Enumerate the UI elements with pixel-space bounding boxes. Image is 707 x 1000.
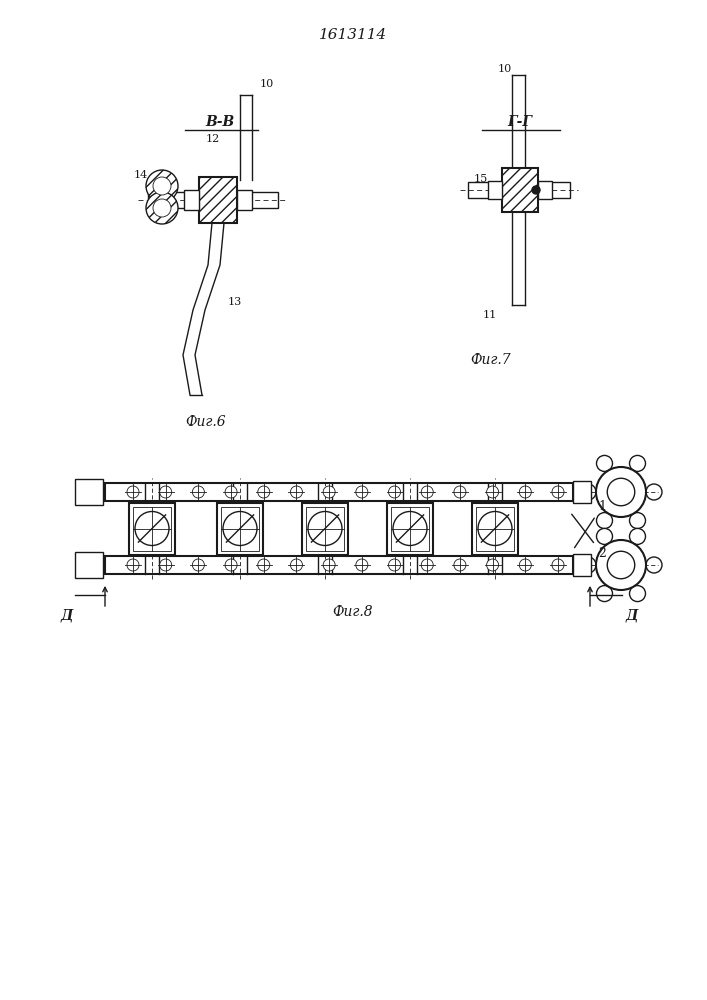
Circle shape	[607, 551, 635, 579]
Circle shape	[597, 455, 612, 471]
Bar	[472, 502, 518, 554]
Bar	[133, 506, 171, 550]
Circle shape	[454, 486, 466, 498]
Circle shape	[421, 486, 433, 498]
Circle shape	[153, 177, 171, 195]
Circle shape	[323, 559, 335, 571]
Bar	[502, 168, 538, 212]
Bar	[75, 552, 103, 578]
Bar	[573, 554, 591, 576]
Bar	[199, 177, 237, 223]
Circle shape	[596, 467, 646, 517]
Circle shape	[258, 559, 270, 571]
Circle shape	[421, 559, 433, 571]
Bar	[488, 181, 502, 199]
Text: В-В: В-В	[205, 115, 235, 129]
Circle shape	[597, 513, 612, 529]
Circle shape	[146, 192, 178, 224]
Text: Фиг.6: Фиг.6	[185, 415, 226, 429]
Circle shape	[597, 528, 612, 544]
Bar	[184, 190, 199, 210]
Circle shape	[153, 199, 171, 217]
Bar	[573, 481, 591, 503]
Circle shape	[225, 559, 237, 571]
Bar	[148, 192, 278, 208]
Text: Фиг.8: Фиг.8	[333, 605, 373, 619]
Circle shape	[389, 559, 401, 571]
Circle shape	[478, 512, 512, 546]
Circle shape	[223, 512, 257, 546]
Circle shape	[192, 486, 204, 498]
Circle shape	[225, 486, 237, 498]
Circle shape	[629, 455, 645, 471]
Bar	[105, 483, 573, 501]
Bar	[387, 502, 433, 554]
Bar	[468, 182, 570, 198]
Circle shape	[146, 170, 178, 202]
Text: 1: 1	[575, 500, 606, 548]
Circle shape	[607, 478, 635, 506]
Bar	[302, 502, 348, 554]
Text: 2: 2	[572, 514, 606, 560]
Circle shape	[127, 486, 139, 498]
Circle shape	[532, 186, 540, 194]
Bar	[105, 556, 573, 574]
Circle shape	[160, 559, 172, 571]
Circle shape	[552, 559, 564, 571]
Bar	[75, 479, 103, 505]
Bar	[306, 506, 344, 550]
Circle shape	[389, 486, 401, 498]
Text: Фиг.7: Фиг.7	[470, 353, 510, 367]
Text: 15: 15	[474, 174, 489, 184]
Bar	[237, 190, 252, 210]
Circle shape	[192, 559, 204, 571]
Circle shape	[597, 586, 612, 602]
Circle shape	[486, 559, 498, 571]
Circle shape	[629, 513, 645, 529]
Circle shape	[596, 540, 646, 590]
Circle shape	[291, 559, 303, 571]
Bar	[217, 502, 263, 554]
Bar	[221, 506, 259, 550]
Bar	[538, 181, 552, 199]
Circle shape	[160, 486, 172, 498]
Circle shape	[520, 486, 531, 498]
Circle shape	[393, 512, 427, 546]
Text: 1613114: 1613114	[319, 28, 387, 42]
Text: 12: 12	[206, 134, 221, 144]
Text: 10: 10	[260, 79, 274, 89]
Bar	[476, 506, 514, 550]
Circle shape	[356, 559, 368, 571]
Text: Г-Г: Г-Г	[508, 115, 532, 129]
Circle shape	[646, 484, 662, 500]
Text: Д: Д	[626, 608, 638, 622]
Circle shape	[127, 559, 139, 571]
Circle shape	[258, 486, 270, 498]
Circle shape	[646, 557, 662, 573]
Circle shape	[580, 557, 596, 573]
Circle shape	[356, 486, 368, 498]
Circle shape	[629, 528, 645, 544]
Text: Д: Д	[61, 608, 74, 622]
Text: 13: 13	[228, 297, 243, 307]
Circle shape	[323, 486, 335, 498]
Circle shape	[552, 486, 564, 498]
Bar	[129, 502, 175, 554]
Circle shape	[454, 559, 466, 571]
Circle shape	[486, 486, 498, 498]
Text: 11: 11	[483, 310, 497, 320]
Circle shape	[291, 486, 303, 498]
Circle shape	[580, 484, 596, 500]
Text: 10: 10	[498, 64, 513, 74]
Text: 14: 14	[134, 170, 148, 180]
Bar	[391, 506, 429, 550]
Circle shape	[135, 512, 169, 546]
Circle shape	[308, 512, 342, 546]
Circle shape	[520, 559, 531, 571]
Circle shape	[629, 586, 645, 602]
